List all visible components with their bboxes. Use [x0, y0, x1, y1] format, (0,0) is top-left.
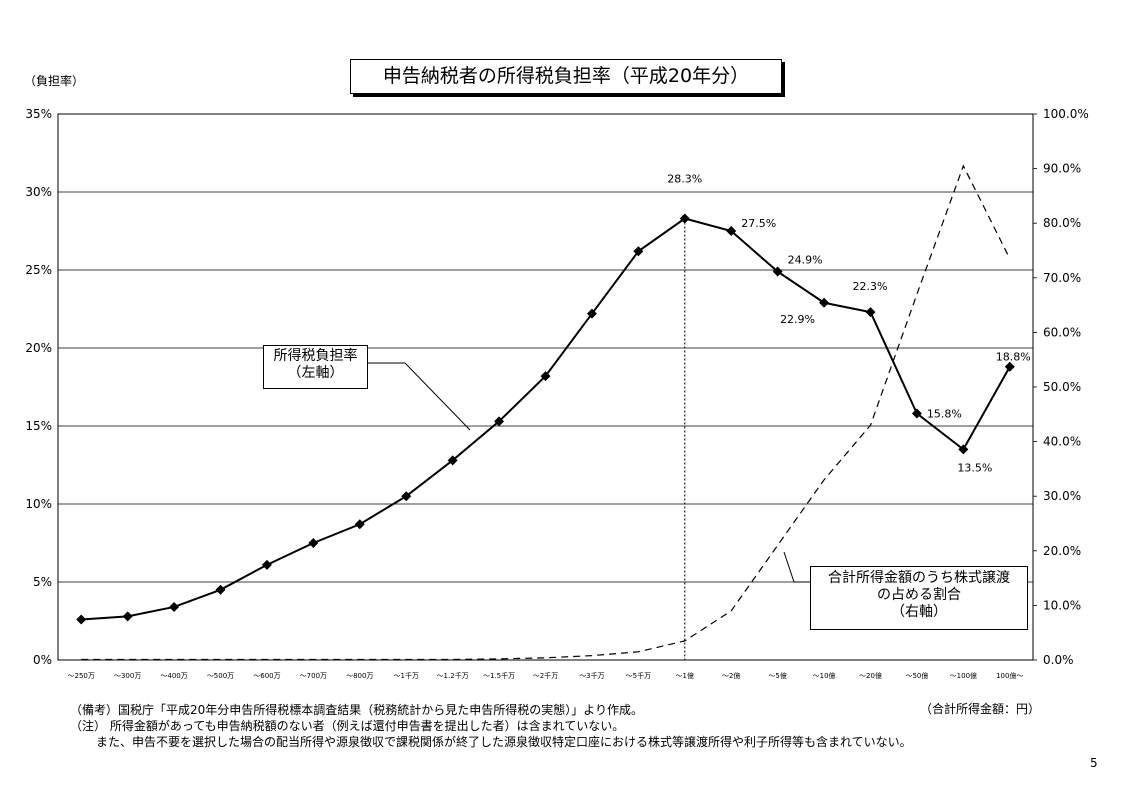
x-tick-label: ～1億: [676, 671, 694, 680]
x-tick-label: ～5千万: [626, 671, 651, 680]
footnotes: （備考）国税庁「平成20年分申告所得税標本調査結果（税務統計から見た申告所得税の…: [70, 702, 912, 750]
right-tick-label: 40.0%: [1043, 435, 1081, 449]
right-tick-label: 90.0%: [1043, 162, 1081, 176]
left-tick-label: 0%: [33, 653, 52, 667]
leader-stock-share: [783, 551, 810, 583]
page-number: 5: [1090, 756, 1098, 770]
series-tax-burden-point: [122, 611, 133, 622]
note-1: （注） 所得金額があっても申告納税額のない者（例えば還付申告書を提出した者）は含…: [70, 719, 625, 733]
x-tick-label: ～500万: [207, 672, 234, 680]
x-tick-label: ～100億: [950, 671, 977, 680]
data-label: 24.9%: [788, 254, 823, 267]
series-tax-burden-point: [819, 297, 830, 308]
x-tick-label: ～20億: [859, 671, 882, 680]
series-tax-burden-point: [772, 266, 783, 277]
series-stock-share: [81, 164, 1011, 661]
series-tax-burden-point: [633, 246, 644, 257]
x-tick-label: 100億～: [996, 671, 1023, 680]
callout-line: （右軸）: [891, 604, 947, 620]
left-tick-label: 25%: [25, 263, 52, 277]
right-tick-label: 0.0%: [1043, 653, 1074, 667]
x-tick-label: ～700万: [300, 672, 327, 680]
series-stock-share-line: [81, 164, 1011, 661]
x-tick-label: ～3千万: [579, 671, 604, 680]
data-label: 15.8%: [927, 408, 962, 421]
x-tick-label: ～2千万: [533, 671, 558, 680]
series-tax-burden-point: [679, 213, 690, 224]
left-axis-unit: （負担率）: [24, 74, 85, 88]
series-tax-burden-point: [494, 416, 505, 427]
callout-line: 合計所得金額のうち株式譲渡: [828, 570, 1010, 586]
x-tick-label: ～50億: [905, 671, 928, 680]
callout-line: の占める割合: [877, 587, 961, 603]
x-tick-label: ～400万: [160, 672, 187, 680]
callout-leaders: [366, 362, 810, 583]
series-tax-burden-point: [447, 455, 458, 466]
x-tick-label: ～1.2千万: [437, 671, 469, 680]
note-2: また、申告不要を選択した場合の配当所得や源泉徴収で課税関係が終了した源泉徴収特定…: [96, 735, 912, 749]
x-tick-label: ～600万: [253, 672, 280, 680]
data-label: 13.5%: [957, 461, 992, 474]
left-axis-ticks: 0% 5% 10% 15% 20% 25% 30% 35%: [25, 107, 52, 667]
right-axis-ticks: 0.0% 10.0% 20.0% 30.0% 40.0% 50.0% 60.0% 70.0% 8…: [1033, 107, 1089, 667]
series-tax-burden: [76, 213, 1015, 625]
series-tax-burden-point: [401, 491, 412, 502]
data-label: 22.9%: [780, 313, 815, 326]
right-tick-label: 30.0%: [1043, 489, 1081, 503]
series-tax-burden-point: [586, 308, 597, 319]
left-tick-label: 30%: [25, 185, 52, 199]
series-tax-burden-point: [215, 584, 226, 595]
gridlines: [58, 191, 1033, 583]
series-tax-burden-point: [169, 601, 180, 612]
right-tick-label: 80.0%: [1043, 216, 1081, 230]
series-tax-burden-point: [911, 408, 922, 419]
x-tick-label: ～5億: [768, 671, 786, 680]
left-tick-label: 20%: [25, 341, 52, 355]
legend-callout-tax-burden: 所得税負担率 （左軸）: [263, 345, 368, 389]
x-tick-label: ～2億: [722, 671, 740, 680]
x-tick-label: ～1千万: [393, 671, 418, 680]
data-labels: 28.3% 27.5% 24.9% 22.9% 22.3% 15.8% 13.5% 18.8%: [667, 173, 1030, 475]
series-tax-burden-line: [81, 217, 1011, 621]
series-tax-burden-point: [1004, 361, 1015, 372]
series-tax-burden-point: [540, 371, 551, 382]
right-tick-label: 50.0%: [1043, 380, 1081, 394]
callout-line: 所得税負担率: [273, 348, 358, 364]
chart-title: 申告納税者の所得税負担率（平成20年分）: [350, 59, 782, 94]
series-tax-burden-point: [308, 538, 319, 548]
series-tax-burden-point: [76, 614, 87, 625]
right-tick-label: 70.0%: [1043, 271, 1081, 285]
data-label: 28.3%: [667, 173, 702, 186]
series-tax-burden-point: [958, 444, 969, 455]
x-tick-label: ～250万: [68, 672, 95, 680]
data-label: 27.5%: [741, 217, 776, 230]
series-tax-burden-point: [354, 519, 365, 530]
legend-callout-stock-share: 合計所得金額のうち株式譲渡 の占める割合 （右軸）: [810, 566, 1028, 630]
right-tick-label: 60.0%: [1043, 325, 1081, 339]
x-axis-ticks: ～250万 ～300万 ～400万 ～500万 ～600万 ～700万 ～800万 ～1千万 ～…: [68, 671, 1024, 680]
x-axis-unit: （合計所得金額：円）: [920, 702, 1041, 716]
left-tick-label: 5%: [33, 575, 52, 589]
x-tick-label: ～800万: [346, 672, 373, 680]
data-label: 18.8%: [996, 351, 1031, 364]
callout-line: （左軸）: [287, 365, 344, 381]
left-tick-label: 35%: [25, 107, 52, 121]
leader-tax-burden: [366, 362, 471, 431]
series-tax-burden-point: [261, 559, 272, 570]
x-tick-label: ～1.5千万: [483, 671, 515, 680]
right-tick-label: 10.0%: [1043, 598, 1081, 612]
series-tax-burden-point: [865, 307, 876, 318]
source-note: （備考）国税庁「平成20年分申告所得税標本調査結果（税務統計から見た申告所得税の…: [70, 703, 644, 717]
right-tick-label: 100.0%: [1043, 107, 1089, 121]
series-tax-burden-point: [726, 226, 737, 236]
x-tick-label: ～10億: [813, 671, 836, 680]
left-tick-label: 15%: [25, 419, 52, 433]
data-label: 22.3%: [853, 280, 888, 293]
right-tick-label: 20.0%: [1043, 544, 1081, 558]
left-tick-label: 10%: [25, 497, 52, 511]
x-tick-label: ～300万: [114, 672, 141, 680]
